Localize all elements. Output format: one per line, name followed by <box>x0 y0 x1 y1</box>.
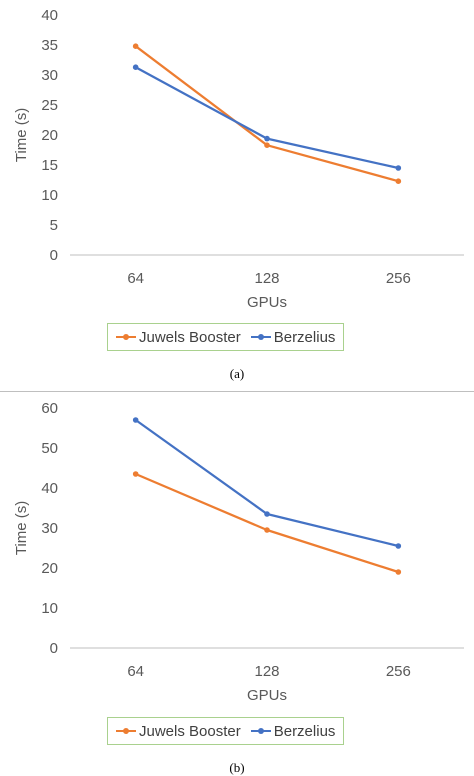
y-tick-label: 20 <box>41 560 58 577</box>
data-point-berzelius <box>264 135 270 142</box>
chart-a-legend: Juwels Booster Berzelius <box>107 323 345 351</box>
y-axis-title: Time (s) <box>13 501 30 555</box>
x-tick-label: 128 <box>254 270 279 287</box>
legend-label: Berzelius <box>273 722 336 740</box>
y-axis-title: Time (s) <box>13 108 30 162</box>
legend-item-juwels-booster: Juwels Booster <box>116 723 241 740</box>
y-tick-label: 0 <box>50 640 58 657</box>
y-tick-label: 15 <box>41 157 58 174</box>
y-tick-label: 10 <box>41 600 58 617</box>
x-tick-label: 128 <box>254 663 279 680</box>
series-line-juwels-booster <box>135 472 399 574</box>
data-point-juwels-booster <box>264 142 270 148</box>
y-tick-label: 40 <box>41 480 58 497</box>
y-tick-label: 50 <box>41 440 58 457</box>
y-tick-label: 25 <box>41 97 58 114</box>
y-tick-label: 0 <box>50 247 58 264</box>
data-point-juwels-booster <box>395 569 402 575</box>
chart-b-legend: Juwels Booster Berzelius <box>107 717 345 745</box>
y-tick-label: 20 <box>41 127 58 144</box>
y-tick-label: 10 <box>41 187 58 204</box>
legend-swatch-berzelius <box>250 334 271 340</box>
x-axis-title: GPUs <box>247 687 287 704</box>
legend-swatch-juwels-booster <box>116 334 136 340</box>
legend-swatch-juwels-booster <box>116 728 136 734</box>
data-point-juwels-booster <box>395 178 402 184</box>
y-tick-label: 60 <box>41 400 58 417</box>
data-point-juwels-booster <box>132 471 139 477</box>
series-line-berzelius <box>135 66 399 170</box>
panel-divider <box>0 391 474 392</box>
chart-b-svg: 0 10 20 30 40 50 60 64 128 256 GPUs Time (s) <box>13 400 464 704</box>
data-point-berzelius <box>264 511 270 517</box>
x-tick-label: 256 <box>386 663 411 680</box>
series-line-juwels-booster <box>134 45 399 183</box>
x-tick-label: 256 <box>386 270 411 287</box>
chart-a-svg: 0 5 10 15 20 25 30 35 40 64 128 256 GPUs Time (s) <box>13 7 464 311</box>
data-point-berzelius <box>395 543 402 549</box>
chart-a-caption: (a) <box>229 366 245 381</box>
data-point-berzelius <box>132 417 139 423</box>
x-axis-title: GPUs <box>247 294 287 311</box>
legend-item-berzelius: Berzelius <box>250 328 336 346</box>
y-tick-label: 40 <box>41 7 58 24</box>
data-point-juwels-booster <box>132 43 139 49</box>
legend-item-berzelius: Berzelius <box>250 722 336 740</box>
legend-label: Juwels Booster <box>139 328 241 346</box>
y-tick-label: 35 <box>41 37 58 54</box>
chart-panel-a: 0 5 10 15 20 25 30 35 40 64 128 256 GPUs Time (s) Juw… <box>13 7 464 381</box>
x-tick-label: 64 <box>127 663 144 680</box>
data-point-berzelius <box>395 165 402 171</box>
legend-item-juwels-booster: Juwels Booster <box>116 329 241 346</box>
legend-swatch-berzelius <box>250 728 271 734</box>
chart-b-caption: (b) <box>229 760 245 775</box>
y-tick-label: 30 <box>41 520 58 537</box>
legend-label: Juwels Booster <box>139 722 241 740</box>
y-tick-label: 30 <box>41 67 58 84</box>
y-tick-label: 5 <box>50 217 58 234</box>
data-point-berzelius <box>132 64 139 70</box>
legend-label: Berzelius <box>273 328 336 346</box>
data-point-juwels-booster <box>264 527 270 533</box>
series-line-berzelius <box>135 419 399 548</box>
x-tick-label: 64 <box>127 270 144 287</box>
chart-panel-b: 0 10 20 30 40 50 60 64 128 256 GPUs Time (s) Juwels… <box>0 393 474 776</box>
